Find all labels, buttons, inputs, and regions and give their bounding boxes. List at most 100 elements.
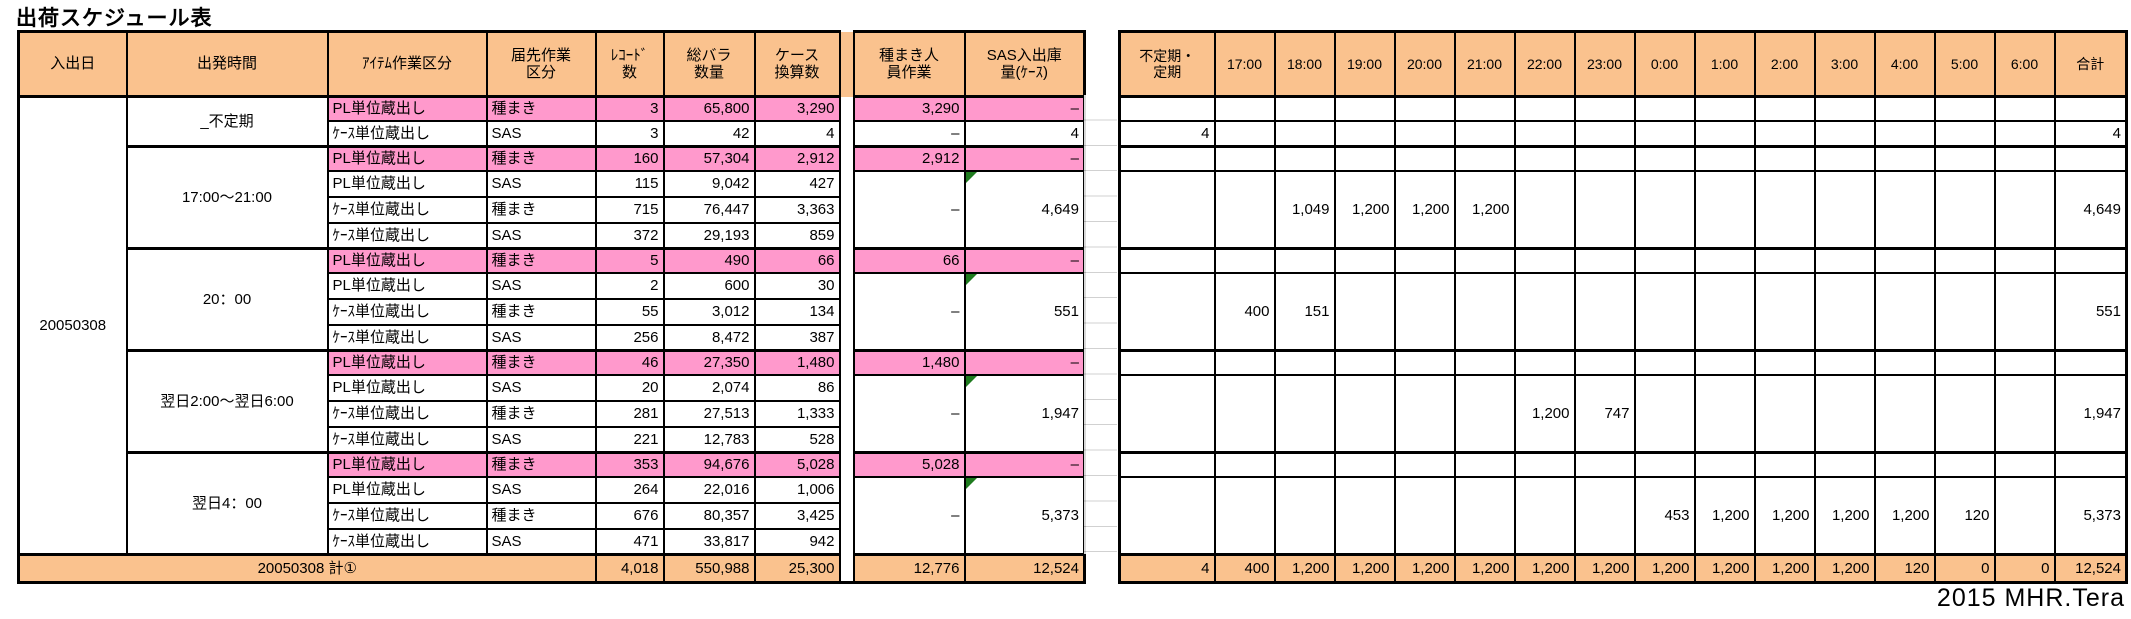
column-header-case-equivalent: ケース 換算数 — [753, 30, 841, 98]
spacer-cell — [838, 502, 855, 529]
cell — [1993, 247, 2056, 274]
cell — [1813, 247, 1876, 274]
cell — [1573, 169, 1636, 250]
cell-cases: 942 — [753, 527, 841, 556]
cell: 747 — [1573, 373, 1636, 454]
cell — [1273, 247, 1336, 274]
cell — [1633, 119, 1696, 148]
cell: 4 — [2053, 119, 2128, 148]
cell-records: 281 — [594, 399, 665, 428]
cell-dest: SAS — [485, 527, 597, 556]
cell-pieces: 2,074 — [662, 373, 756, 402]
cell — [1393, 475, 1456, 556]
cell: 120 — [1933, 475, 1996, 556]
cell-total: 1,200 — [1393, 553, 1456, 584]
column-header-2200: 22:00 — [1513, 30, 1576, 98]
cell-seeding: 3,290 — [852, 95, 966, 122]
cell — [1993, 451, 2056, 478]
cell-dest: SAS — [485, 373, 597, 402]
header-row: 不定期・ 定期 17:00 18:00 19:00 20:00 21:00 22… — [1118, 30, 2128, 98]
page-title: 出荷スケジュール表 — [16, 7, 213, 30]
cell-records: 115 — [594, 169, 665, 198]
cell-item: PL単位蔵出し — [326, 373, 488, 402]
column-header-1800: 18:00 — [1273, 30, 1336, 98]
cell-pieces: 8,472 — [662, 323, 756, 352]
cell-records: 715 — [594, 195, 665, 224]
cell-total: 1,200 — [1513, 553, 1576, 584]
cell-total: 0 — [1933, 553, 1996, 584]
cell-pieces: 12,783 — [662, 425, 756, 454]
table-row: 1,200 747 1,947 — [1118, 373, 2128, 454]
spacer-cell — [838, 528, 855, 555]
cell-dest: 種まき — [485, 501, 597, 530]
spacer-column — [838, 31, 855, 98]
cell-total-label: 20050308 計① — [17, 553, 597, 584]
cell-pieces: 33,817 — [662, 527, 756, 556]
cell-records: 160 — [594, 145, 665, 172]
cell — [1693, 95, 1756, 122]
spacer-cell — [838, 170, 855, 197]
cell — [1333, 119, 1396, 148]
cell — [1933, 119, 1996, 148]
cell — [1693, 373, 1756, 454]
cell-records: 3 — [594, 119, 665, 148]
cell-sas-merged: 551 — [963, 271, 1086, 352]
table-row: PL単位蔵出し SAS 2 600 30 – 551 — [19, 271, 1086, 352]
cell — [1393, 451, 1456, 478]
cell — [1993, 349, 2056, 376]
cell-dest: 種まき — [485, 399, 597, 428]
cell: 5,373 — [2053, 475, 2128, 556]
cell-sas: – — [963, 145, 1086, 172]
column-header-total: 合計 — [2053, 30, 2128, 98]
cell — [1753, 95, 1816, 122]
cell — [1873, 169, 1936, 250]
cell — [2053, 247, 2128, 274]
cell: 551 — [2053, 271, 2128, 352]
table-row: ｹｰｽ単位蔵出し 種まき 715 76,447 3,363 — [19, 195, 1085, 224]
cell-seeding-merged: – — [852, 373, 966, 454]
header-row: 入出日 出発時間 ｱｲﾃﾑ作業区分 届先作業 区分 ﾚｺｰﾄﾞ 数 総バラ 数量… — [17, 30, 1086, 98]
table-row: 17:00～21:00 PL単位蔵出し 種まき 160 57,304 2,912… — [19, 145, 1086, 250]
table-row: 20：00 PL単位蔵出し 種まき 5 490 66 66 – — [19, 247, 1086, 352]
cell — [1453, 119, 1516, 148]
cell-sas: – — [963, 95, 1086, 122]
cell — [1273, 373, 1336, 454]
cell-item: ｹｰｽ単位蔵出し — [326, 399, 488, 428]
shipping-schedule-table: 入出日 出発時間 ｱｲﾃﾑ作業区分 届先作業 区分 ﾚｺｰﾄﾞ 数 総バラ 数量… — [17, 30, 1086, 584]
column-header-2000: 20:00 — [1393, 30, 1456, 98]
cell — [1573, 145, 1636, 172]
cell-cases: 528 — [753, 425, 841, 454]
spacer-cell — [838, 96, 855, 121]
cell — [1693, 247, 1756, 274]
cell — [1213, 247, 1276, 274]
cell-cases: 66 — [753, 247, 841, 274]
cell-pieces: 80,357 — [662, 501, 756, 530]
cell — [1693, 119, 1756, 148]
cell-seeding: 2,912 — [852, 145, 966, 172]
table-row: ｹｰｽ単位蔵出し SAS 471 33,817 942 — [19, 527, 1085, 556]
column-header-total-pieces: 総バラ 数量 — [662, 30, 756, 98]
table-row — [1118, 349, 2128, 376]
column-header-record-count: ﾚｺｰﾄﾞ 数 — [594, 30, 665, 98]
cell — [1513, 119, 1576, 148]
cell: 453 — [1633, 475, 1696, 556]
spacer-cell — [838, 426, 855, 453]
cell-pieces: 9,042 — [662, 169, 756, 198]
table-row: PL単位蔵出し SAS 115 9,042 427 – 4,649 — [19, 169, 1086, 250]
cell-item: ｹｰｽ単位蔵出し — [326, 195, 488, 224]
column-header-1700: 17:00 — [1213, 30, 1276, 98]
cell-total-seeding: 12,776 — [852, 553, 966, 584]
column-header-0100: 1:00 — [1693, 30, 1756, 98]
cell-sas-merged: 5,373 — [963, 475, 1086, 556]
total-row: 4 400 1,200 1,200 1,200 1,200 1,200 1,200 1,200 1… — [1118, 553, 2128, 584]
cell — [1393, 271, 1456, 352]
column-header-seeding-staff: 種まき人 員作業 — [852, 30, 966, 98]
cell — [1933, 271, 1996, 352]
table-row: PL単位蔵出し SAS 264 22,016 1,006 – 5,373 — [19, 475, 1086, 556]
cell-dest: 種まき — [485, 195, 597, 224]
cell: 1,200 — [1693, 475, 1756, 556]
cell — [1873, 373, 1936, 454]
cell-pieces: 600 — [662, 271, 756, 300]
cell — [1213, 475, 1276, 556]
